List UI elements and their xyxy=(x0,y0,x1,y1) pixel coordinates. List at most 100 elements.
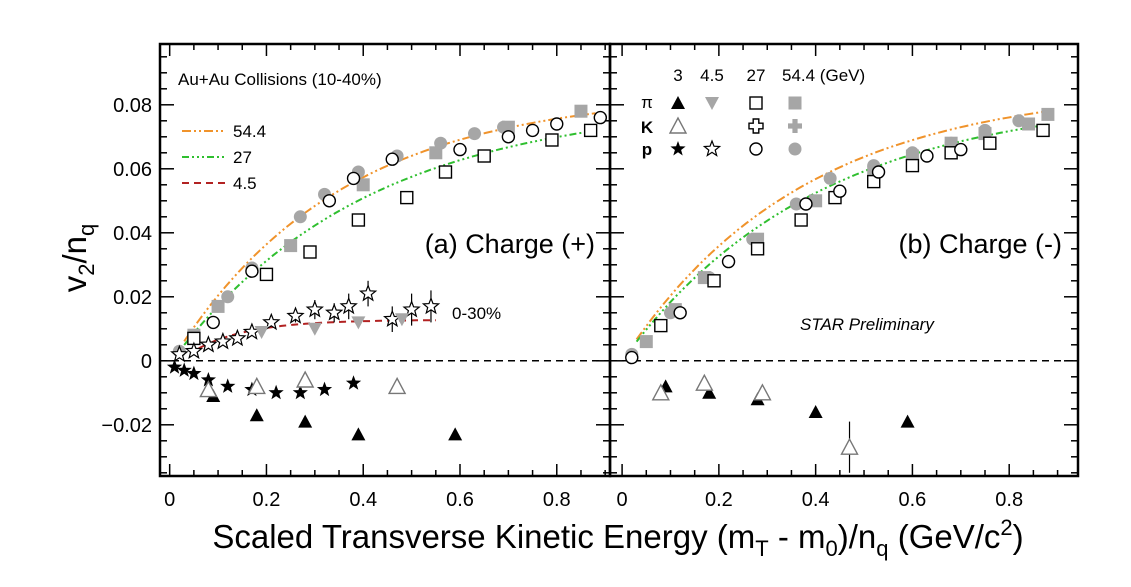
legend-marker xyxy=(788,119,802,133)
x-axis-label-a: Scaled Transverse Kinetic Energy (m xyxy=(212,518,755,555)
data-point xyxy=(400,190,414,205)
data-point xyxy=(434,136,448,150)
data-point xyxy=(808,405,823,418)
legend-marker xyxy=(702,139,722,157)
panel-b-x-tick-labels: 0 0.2 0.4 0.6 0.8 xyxy=(617,489,1024,511)
data-point xyxy=(978,123,992,137)
data-point xyxy=(211,299,225,313)
data-point xyxy=(954,142,968,157)
data-point xyxy=(639,335,653,349)
data-point xyxy=(351,213,366,227)
data-point xyxy=(199,335,218,353)
legend-marker xyxy=(788,96,802,110)
legend-marker xyxy=(670,141,686,156)
data-point xyxy=(170,344,189,363)
legend-energy-3: 3 xyxy=(673,66,682,85)
data-point xyxy=(789,197,803,211)
y-tick-label: −0.02 xyxy=(101,415,152,437)
data-point xyxy=(322,194,337,208)
data-point xyxy=(220,378,236,393)
legend-energy-27: 27 xyxy=(747,66,766,85)
species-legend: 3 4.5 27 54.4 (GeV) π K p xyxy=(641,66,865,159)
data-point xyxy=(721,254,736,269)
data-point xyxy=(176,362,192,377)
data-point xyxy=(221,290,235,304)
legend-marker xyxy=(749,142,763,156)
y-tick-label: 0.04 xyxy=(113,223,152,245)
data-point xyxy=(663,306,677,320)
y-axis-label-slash: /n xyxy=(56,236,93,264)
x-axis-label-sup2: 2 xyxy=(1000,515,1012,540)
legend-marker xyxy=(705,97,719,110)
data-point xyxy=(654,318,668,333)
y-tick-label: 0.08 xyxy=(113,95,152,117)
data-point xyxy=(346,171,361,186)
legend-species-pi: π xyxy=(641,93,653,112)
data-point xyxy=(200,372,216,387)
data-point xyxy=(284,239,298,253)
y-tick-label: 0.02 xyxy=(113,287,152,309)
data-point xyxy=(228,328,247,347)
legend-marker xyxy=(749,96,763,110)
data-point xyxy=(262,312,281,331)
x-axis-label-d: (GeV/c xyxy=(889,518,1001,555)
data-point xyxy=(900,414,915,428)
data-point xyxy=(702,385,717,399)
data-point xyxy=(213,331,233,350)
panel-b-title: (b) Charge (-) xyxy=(898,229,1062,259)
fit-legend-label: 27 xyxy=(233,148,252,167)
data-point xyxy=(295,370,315,388)
legend-species-k: K xyxy=(641,118,654,137)
fit-curve-27 xyxy=(635,123,1049,343)
panel-b-fit-curves xyxy=(635,110,1049,343)
data-point xyxy=(905,146,919,160)
x-axis-label-c: )/n xyxy=(838,518,877,555)
y-tick-labels: −0.02 0 0.02 0.04 0.06 0.08 xyxy=(101,95,152,437)
x-axis-label-subq: q xyxy=(876,536,888,561)
data-point xyxy=(750,242,765,256)
data-point xyxy=(286,306,305,324)
data-point xyxy=(186,365,202,381)
panel-a: −0.02 0 0.02 0.04 0.06 0.08 0 0.2 0.4 0.6 0.8 Au+… xyxy=(101,42,612,511)
data-point xyxy=(651,383,670,401)
data-point xyxy=(593,110,608,125)
data-point xyxy=(394,313,409,327)
data-point xyxy=(421,296,441,315)
x-tick-label: 0.8 xyxy=(995,489,1023,511)
x-tick-label: 0.6 xyxy=(446,489,474,511)
x-tick-label: 0.6 xyxy=(899,489,927,511)
x-tick-label: 0.4 xyxy=(802,489,830,511)
data-point xyxy=(695,373,714,391)
data-point xyxy=(345,375,362,390)
data-point xyxy=(1036,123,1050,138)
data-point xyxy=(254,326,269,339)
panel-a-system-label: Au+Au Collisions (10-40%) xyxy=(178,70,382,89)
data-point xyxy=(385,152,399,166)
legend-marker xyxy=(748,118,764,134)
data-point xyxy=(339,296,358,315)
data-point xyxy=(307,322,322,336)
x-axis-label-b: - m xyxy=(769,518,826,555)
panel-b: 0 0.2 0.4 0.6 0.8 (b) Charge (-) STAR Prelim… xyxy=(608,42,1080,511)
data-point xyxy=(351,427,366,441)
panel-a-data-points xyxy=(166,104,608,441)
panel-b-data-points xyxy=(625,107,1055,473)
data-point xyxy=(545,133,559,147)
panel-a-title: (a) Charge (+) xyxy=(425,229,595,259)
y-tick-label: 0.06 xyxy=(113,159,152,181)
data-point xyxy=(794,213,808,227)
x-tick-label: 0.2 xyxy=(705,489,733,511)
data-point xyxy=(438,165,453,179)
data-point xyxy=(707,274,721,288)
legend-energy-54.4: 54.4 (GeV) xyxy=(782,66,865,85)
data-point xyxy=(448,427,463,441)
data-point xyxy=(673,306,687,320)
data-point xyxy=(574,104,588,118)
y-axis-label-v: v xyxy=(56,275,93,292)
data-point xyxy=(525,123,540,138)
data-point xyxy=(823,171,837,185)
panel-b-preliminary: STAR Preliminary xyxy=(800,315,935,334)
panel-a-fit-legend: 54.4 27 4.5 xyxy=(182,122,266,193)
data-point xyxy=(268,384,284,400)
data-point xyxy=(387,376,407,395)
